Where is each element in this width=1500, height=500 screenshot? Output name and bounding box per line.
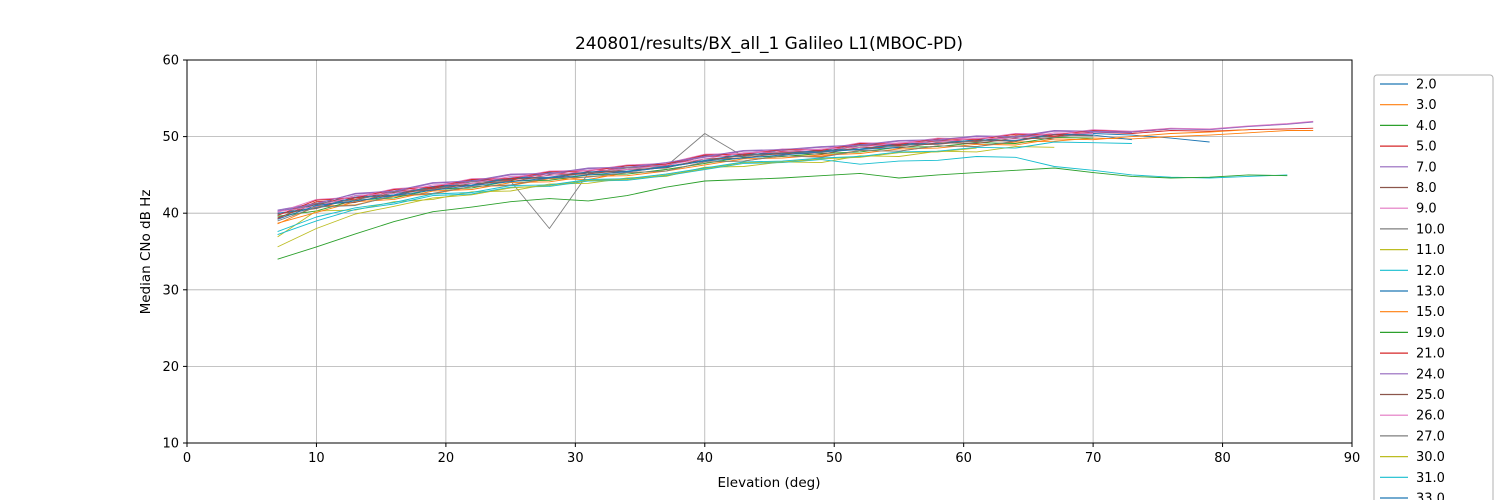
legend-item: 33.0 (1380, 492, 1445, 500)
y-tick-label: 10 (162, 437, 179, 452)
x-axis-label: Elevation (deg) (718, 475, 821, 491)
legend-item: 26.0 (1380, 409, 1445, 424)
series-line-12.0 (277, 156, 1288, 236)
legend-item: 24.0 (1380, 367, 1445, 382)
legend-item: 10.0 (1380, 222, 1445, 237)
legend-item: 15.0 (1380, 305, 1445, 320)
legend-label-5.0: 5.0 (1416, 140, 1437, 155)
series-line-31.0 (277, 141, 1132, 233)
legend-label-25.0: 25.0 (1416, 388, 1445, 403)
legend-label-7.0: 7.0 (1416, 160, 1437, 175)
series-line-5.0 (277, 127, 1314, 220)
y-tick-label: 40 (162, 207, 179, 222)
legend-label-11.0: 11.0 (1416, 243, 1445, 258)
x-tick-label: 40 (697, 451, 714, 466)
legend-item: 2.0 (1380, 78, 1437, 93)
legend-label-2.0: 2.0 (1416, 78, 1437, 93)
legend-item: 8.0 (1380, 181, 1437, 196)
legend-label-9.0: 9.0 (1416, 202, 1437, 217)
chart-title: 240801/results/BX_all_1 Galileo L1(MBOC-… (575, 34, 963, 54)
series-line-30.0 (277, 147, 977, 248)
series-line-8.0 (277, 134, 1094, 215)
ticks-layer: 0 10 20 30 40 50 60 70 80 90 10 20 30 40 50 60 (162, 54, 1360, 467)
grid-layer (186, 59, 1353, 444)
legend-item: 9.0 (1380, 202, 1437, 217)
legend-label-15.0: 15.0 (1416, 305, 1445, 320)
legend-item: 7.0 (1380, 160, 1437, 175)
legend-item: 5.0 (1380, 140, 1437, 155)
legend-item: 25.0 (1380, 388, 1445, 403)
y-tick-label: 50 (162, 130, 179, 145)
legend-label-12.0: 12.0 (1416, 264, 1445, 279)
x-tick-label: 80 (1214, 451, 1231, 466)
legend-item: 21.0 (1380, 347, 1445, 362)
series-line-24.0 (277, 121, 1314, 212)
series-line-13.0 (277, 133, 1132, 214)
legend-label-33.0: 33.0 (1416, 492, 1445, 500)
series-line-15.0 (277, 129, 1249, 224)
y-tick-label: 60 (162, 54, 179, 69)
legend: 2.0 3.0 4.0 5.0 7.0 8.0 9.0 10.0 11.0 12.0 13.0 15.… (1373, 74, 1494, 500)
series-line-33.0 (277, 146, 899, 220)
x-tick-label: 90 (1344, 451, 1361, 466)
x-tick-label: 0 (183, 451, 191, 466)
series-line-25.0 (277, 137, 1055, 219)
x-tick-label: 60 (955, 451, 972, 466)
legend-box (1373, 74, 1494, 500)
legend-label-8.0: 8.0 (1416, 181, 1437, 196)
legend-label-26.0: 26.0 (1416, 409, 1445, 424)
x-tick-label: 20 (438, 451, 455, 466)
y-tick-label: 20 (162, 360, 179, 375)
legend-label-21.0: 21.0 (1416, 347, 1445, 362)
legend-label-31.0: 31.0 (1416, 471, 1445, 486)
legend-item: 3.0 (1380, 98, 1437, 113)
legend-label-13.0: 13.0 (1416, 285, 1445, 300)
series-line-26.0 (277, 132, 1094, 213)
legend-item: 11.0 (1380, 243, 1445, 258)
legend-item: 27.0 (1380, 429, 1445, 444)
x-tick-label: 10 (308, 451, 325, 466)
y-axis-label: Median CNo dB Hz (138, 190, 154, 315)
legend-item: 4.0 (1380, 119, 1437, 134)
series-layer (277, 120, 1314, 260)
legend-item: 12.0 (1380, 264, 1445, 279)
y-tick-label: 30 (162, 283, 179, 298)
legend-item: 31.0 (1380, 471, 1445, 486)
legend-label-3.0: 3.0 (1416, 98, 1437, 113)
legend-item: 19.0 (1380, 326, 1445, 341)
series-line-21.0 (277, 128, 1171, 216)
series-line-10.0 (277, 132, 1094, 229)
series-line-27.0 (277, 140, 1016, 222)
plot-border (186, 59, 1353, 444)
legend-label-19.0: 19.0 (1416, 326, 1445, 341)
x-tick-label: 70 (1085, 451, 1102, 466)
legend-label-4.0: 4.0 (1416, 119, 1437, 134)
legend-label-24.0: 24.0 (1416, 367, 1445, 382)
series-line-9.0 (277, 120, 1314, 213)
x-tick-label: 30 (567, 451, 584, 466)
series-line-4.0 (277, 136, 1094, 217)
legend-label-27.0: 27.0 (1416, 429, 1445, 444)
legend-item: 30.0 (1380, 450, 1445, 465)
legend-label-10.0: 10.0 (1416, 222, 1445, 237)
series-line-19.0 (277, 167, 1288, 260)
legend-label-30.0: 30.0 (1416, 450, 1445, 465)
legend-item: 13.0 (1380, 285, 1445, 300)
x-tick-label: 50 (826, 451, 843, 466)
